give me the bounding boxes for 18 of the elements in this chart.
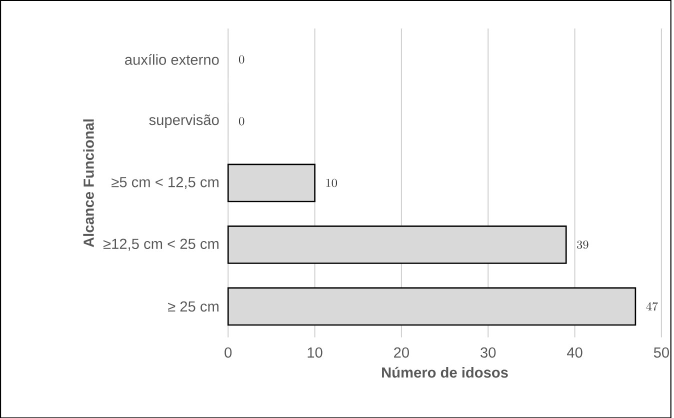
x-tick-label: 30 — [480, 347, 496, 358]
x-tick-label: 0 — [224, 347, 232, 358]
y-tick-label: auxílio externo — [125, 54, 219, 65]
y-tick-label: ≥12,5 cm < 25 cm — [103, 238, 218, 251]
x-tick-label: 50 — [654, 347, 669, 358]
y-tick-label: ≥5 cm < 12,5 cm — [112, 176, 218, 189]
y-axis-title: Alcance Funcional — [83, 119, 94, 247]
data-label: 39 — [577, 240, 588, 249]
data-label: 10 — [326, 178, 337, 187]
y-tick-label: supervisão — [149, 114, 219, 128]
data-label: 0 — [239, 116, 244, 126]
x-tick-label: 40 — [566, 347, 582, 358]
data-label: 0 — [239, 55, 244, 64]
x-tick-label: 20 — [394, 347, 409, 358]
data-label: 47 — [646, 302, 658, 310]
x-tick-label: 10 — [308, 347, 322, 358]
y-tick-label: ≥ 25 cm — [168, 301, 218, 312]
x-axis-title: Número de idosos — [382, 366, 508, 378]
